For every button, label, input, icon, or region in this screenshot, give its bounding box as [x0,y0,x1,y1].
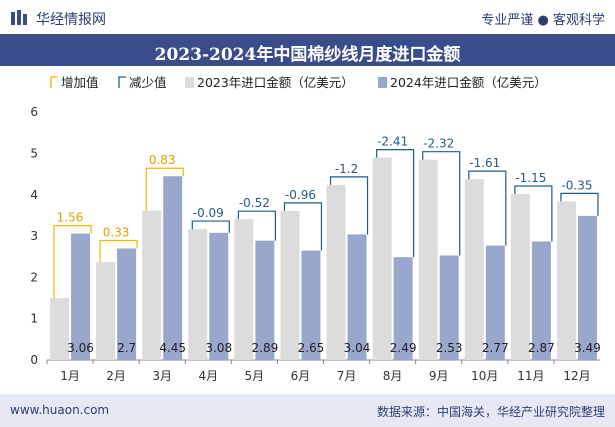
bar-2024-6 [301,250,321,360]
change-bracket-2 [99,239,138,263]
bar-2023-2 [96,262,116,360]
bar-2024-12 [577,215,597,360]
bar-2024-8 [393,257,413,360]
legend-label-3: 2023年进口金额（亿美元） [197,75,354,90]
value-label-2024-2: 2.7 [117,341,136,355]
change-bracket-7 [329,176,369,235]
y-tick-2: 2 [30,270,38,284]
x-tick-11: 11月 [517,369,544,383]
x-tick-5: 5月 [245,369,265,383]
y-tick-6: 6 [30,105,38,119]
bar-2023-7 [326,184,346,360]
change-label-1: 1.56 [57,211,84,225]
change-bracket-1 [53,225,92,299]
value-label-2024-3: 4.45 [159,341,186,355]
change-label-9: -2.32 [423,137,454,151]
change-label-6: -0.96 [285,188,316,202]
bar-2024-5 [255,240,275,360]
value-label-2024-8: 2.49 [390,341,417,355]
bar-2023-10 [464,179,484,360]
bar-2023-4 [188,229,208,360]
bar-2023-5 [234,219,254,360]
x-tick-9: 9月 [429,369,449,383]
x-tick-10: 10月 [471,369,498,383]
value-label-2024-11: 2.87 [528,341,555,355]
y-tick-3: 3 [30,229,38,243]
x-tick-3: 3月 [152,369,172,383]
value-label-2024-6: 2.65 [298,341,325,355]
change-bracket-10 [468,170,507,246]
bar-2023-1 [50,298,70,360]
chart-plot: 增加值 减少值 2023年进口金额（亿美元） 2024年进口金额（亿美元） 0 1 2 3 4 5… [30,75,601,383]
change-label-2: 0.33 [103,225,130,239]
bar-2023-11 [510,193,530,360]
legend-label-1: 增加值 [61,75,99,90]
bar-2023-3 [142,210,162,360]
value-label-2024-12: 3.49 [574,341,601,355]
x-tick-7: 7月 [337,369,357,383]
bar-2024-3 [163,176,183,360]
legend-swatch-2 [118,76,126,88]
legend-label-2: 减少值 [129,75,167,90]
change-label-11: -1.15 [515,171,546,185]
legend-swatch-4 [378,77,387,88]
y-tick-0: 0 [30,353,38,367]
chart-title: 2023-2024年中国棉纱线月度进口金额 [154,45,461,65]
footer-website[interactable]: www.huaon.com [10,403,110,417]
change-bracket-8 [376,149,415,258]
change-bracket-5 [237,210,276,241]
value-label-2024-7: 3.04 [344,341,371,355]
change-bracket-11 [514,185,553,242]
bar-2023-9 [418,159,438,360]
bar-2024-9 [439,255,459,360]
x-tick-6: 6月 [291,369,311,383]
footer-bar [0,394,615,427]
value-label-2024-10: 2.77 [482,341,509,355]
bar-2024-7 [347,234,367,360]
bar-2024-10 [485,245,505,360]
bar-2023-6 [280,210,300,360]
legend-label-4: 2024年进口金额（亿美元） [390,75,547,90]
x-tick-1: 1月 [60,369,80,383]
change-bracket-12 [560,192,599,216]
value-label-2024-5: 2.89 [252,341,279,355]
bar-2024-2 [117,248,137,360]
y-tick-1: 1 [30,312,38,326]
x-tick-8: 8月 [383,369,403,383]
huajing-logo-icon [11,10,27,25]
change-label-3: 0.83 [149,153,176,167]
change-bracket-4 [191,220,230,233]
bar-2024-11 [531,241,551,360]
title-bar [0,34,615,66]
x-tick-4: 4月 [198,369,218,383]
bar-2023-8 [372,157,392,360]
value-label-2024-1: 3.06 [67,341,94,355]
x-tick-2: 2月 [106,369,126,383]
change-bracket-9 [422,151,461,256]
y-tick-4: 4 [30,188,38,202]
change-label-4: -0.09 [193,206,224,220]
change-bracket-6 [283,202,323,251]
brand-slogan: 专业严谨 ● 客观科学 [481,13,605,28]
footer-source: 数据来源：中国海关，华经产业研究院整理 [376,405,605,419]
change-label-8: -2.41 [377,135,408,149]
x-tick-12: 12月 [563,369,590,383]
top-bar [0,0,615,34]
change-label-7: -1.2 [335,162,358,176]
value-label-2024-9: 2.53 [436,341,463,355]
bar-2024-4 [209,232,229,360]
legend-swatch-3 [185,77,194,88]
change-label-5: -0.52 [239,196,270,210]
change-bracket-3 [145,167,184,211]
bar-2023-12 [556,201,576,360]
y-tick-5: 5 [30,147,38,161]
change-label-10: -1.61 [469,156,500,170]
value-label-2024-4: 3.08 [205,341,232,355]
change-label-12: -0.35 [561,178,592,192]
bar-2024-1 [71,233,91,360]
legend-swatch-1 [50,76,58,88]
brand-name: 华经情报网 [36,12,106,28]
